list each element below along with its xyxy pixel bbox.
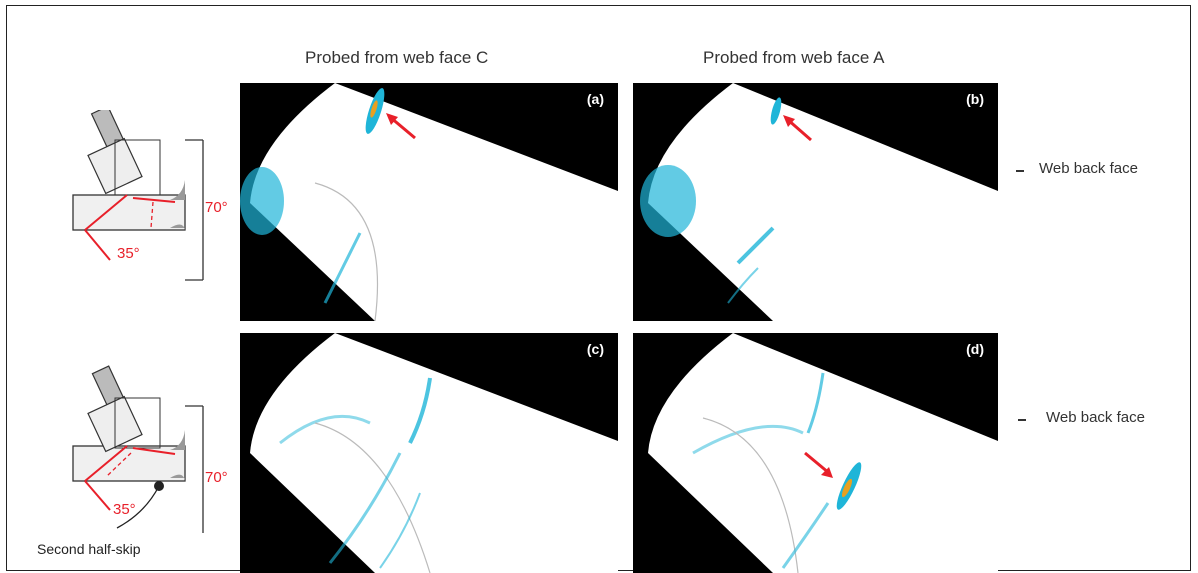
scan-panel-b: (b)	[633, 83, 998, 321]
probe-sketch-1: 70° 35°	[55, 105, 230, 285]
panel-label-b: (b)	[966, 91, 984, 107]
side-label-row-1: Web back face	[1039, 160, 1138, 177]
scan-panel-c: (c)	[240, 333, 618, 573]
side-label-row-2: Web back face	[1046, 409, 1145, 426]
column-title-right: Probed from web face A	[703, 48, 885, 67]
web-back-face-marker-2	[1018, 419, 1026, 421]
panel-label-c: (c)	[586, 341, 604, 357]
svg-text:35°: 35°	[117, 245, 140, 262]
panel-label-a: (a)	[586, 91, 604, 107]
column-title-left: Probed from web face C	[305, 48, 489, 67]
scan-panel-d: (d)	[633, 333, 998, 573]
arrow-d	[804, 451, 830, 475]
panel-label-d: (d)	[966, 341, 984, 357]
web-back-face-marker-1	[1016, 170, 1024, 172]
second-half-skip-label: Second half-skip	[37, 541, 141, 557]
svg-text:35°: 35°	[113, 501, 136, 518]
scan-panel-a: (a)	[240, 83, 618, 321]
svg-text:70°: 70°	[205, 199, 228, 216]
svg-text:70°: 70°	[205, 469, 228, 486]
probe-sketch-2: 70° 35°	[55, 358, 230, 533]
